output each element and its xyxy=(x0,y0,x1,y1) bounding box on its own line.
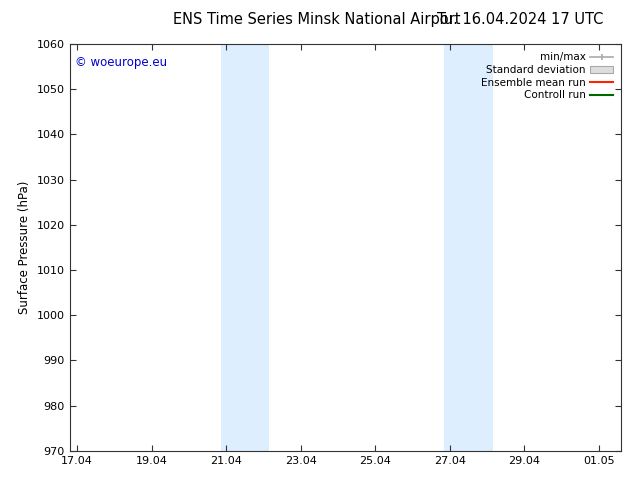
Text: ENS Time Series Minsk National Airport: ENS Time Series Minsk National Airport xyxy=(173,12,461,27)
Text: Tu. 16.04.2024 17 UTC: Tu. 16.04.2024 17 UTC xyxy=(437,12,603,27)
Text: © woeurope.eu: © woeurope.eu xyxy=(75,56,167,69)
Bar xyxy=(221,44,269,451)
Legend: min/max, Standard deviation, Ensemble mean run, Controll run: min/max, Standard deviation, Ensemble me… xyxy=(478,49,616,103)
Bar xyxy=(444,44,493,451)
Y-axis label: Surface Pressure (hPa): Surface Pressure (hPa) xyxy=(18,181,31,314)
